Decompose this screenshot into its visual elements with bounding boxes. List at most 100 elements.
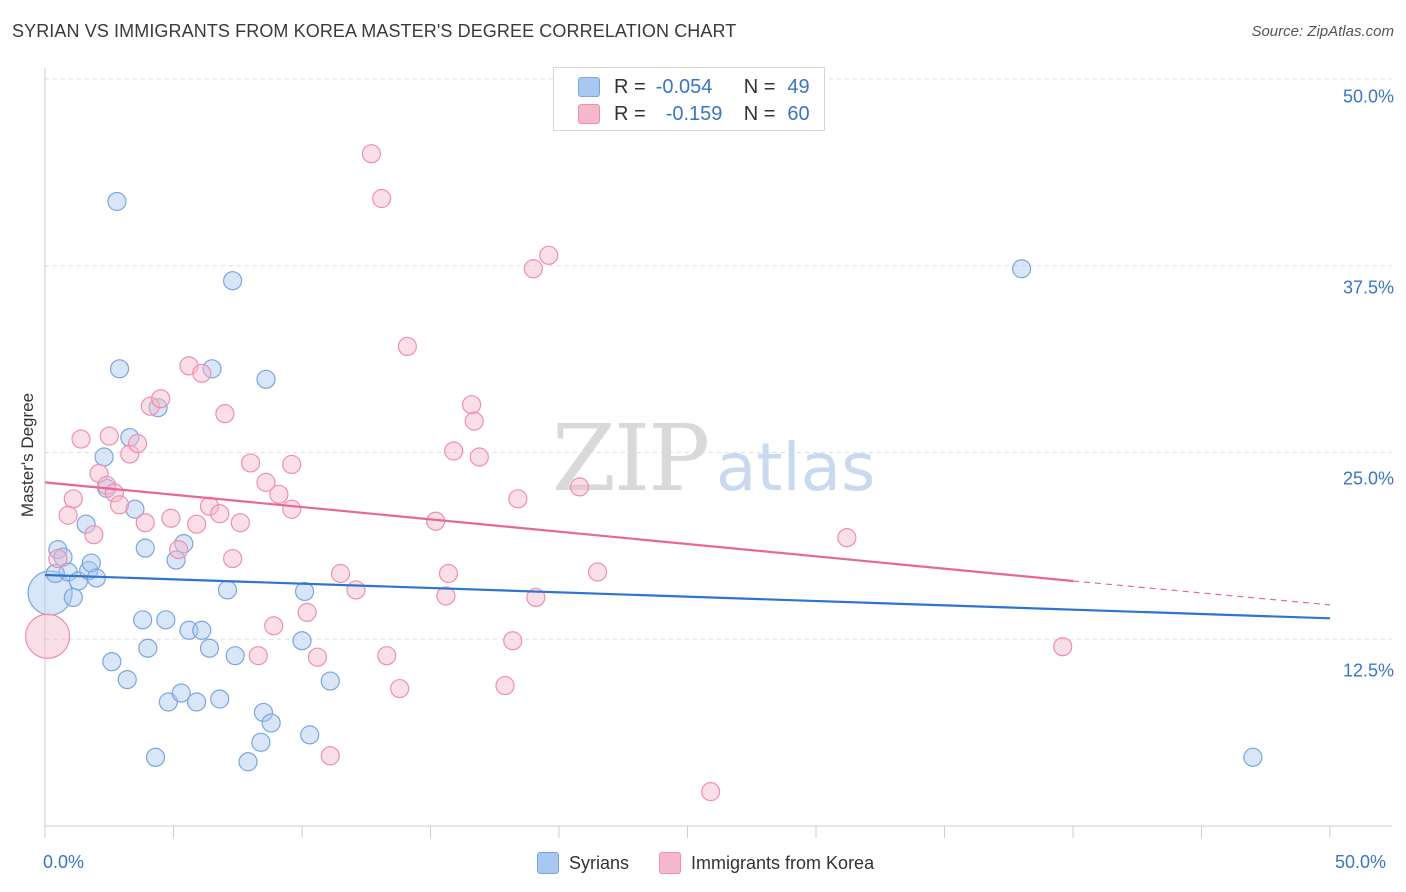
point-korea-1 [48,548,68,569]
point-syrians-47 [1243,747,1263,767]
point-syrians-42 [294,581,315,602]
point-korea-8 [99,426,119,446]
point-korea-30 [269,484,289,504]
point-korea-25 [230,513,250,533]
point-syrians-23 [156,610,176,630]
point-korea-32 [282,499,302,519]
trend-layer [44,481,1331,620]
legend-row-korea: R = -0.159 N = 60 [578,102,810,126]
point-syrians-16 [120,427,140,448]
point-korea-22 [210,504,230,524]
point-korea-24 [223,548,243,569]
point-korea-35 [320,746,340,766]
point-korea-36 [330,563,351,584]
point-korea-52 [508,489,528,509]
legend-r-value: -0.054 [655,75,713,98]
point-korea-50 [495,675,515,696]
point-syrians-27 [174,534,194,554]
legend-n-value: 49 [787,75,810,98]
watermark-atlas: atlas [716,429,876,506]
point-korea-34 [307,647,328,667]
legend-r-label: R = [614,75,646,98]
point-korea-19 [187,514,207,534]
point-syrians-32 [202,359,222,379]
point-korea-16 [161,508,181,528]
point-syrians-21 [145,747,166,767]
point-korea-56 [569,477,590,497]
point-syrians-15 [117,669,137,690]
series-legend: Syrians Immigrants from Korea [537,852,874,874]
point-syrians-33 [210,689,230,709]
point-syrians-6 [76,514,96,534]
point-syrians-39 [251,732,271,752]
point-syrians-12 [102,652,122,672]
legend-label-korea: Immigrants from Korea [691,852,875,873]
point-korea-57 [587,562,608,582]
y-tick-label-25: 25.0% [1342,468,1394,489]
point-syrians-44 [300,725,320,745]
point-korea-28 [256,472,276,492]
point-syrians-41 [261,713,281,733]
point-korea-3 [63,489,83,509]
point-syrians-13 [107,191,127,212]
point-korea-47 [462,395,482,415]
point-korea-39 [372,188,392,209]
point-korea-26 [241,453,261,473]
legend-r-label: R = [614,102,646,125]
point-korea-2 [58,505,78,525]
point-korea-4 [71,429,91,449]
point-korea-45 [438,563,459,584]
point-korea-27 [248,646,268,666]
point-korea-37 [346,580,366,600]
point-korea-44 [436,586,456,606]
point-syrians-35 [223,271,243,291]
point-syrians-14 [109,359,130,379]
point-syrians-11 [94,447,114,467]
point-korea-5 [84,525,104,545]
x-tick-label-min: 0.0% [43,852,85,872]
point-korea-20 [192,363,212,383]
point-korea-40 [377,646,397,666]
trend-line-syrians [44,573,1331,620]
y-tick-label-50: 50.0% [1342,86,1394,107]
y-tick-label-37-5: 37.5% [1342,277,1394,298]
point-syrians-43 [292,631,312,651]
point-korea-17 [169,540,189,560]
point-syrians-37 [238,752,258,772]
axes-layer [44,68,1392,838]
point-syrians-20 [138,638,158,658]
legend-swatch-syrians [537,852,559,874]
point-syrians-8 [81,553,101,573]
point-syrians-36 [225,646,245,666]
point-korea-29 [264,616,284,636]
x-tick-label-max: 50.0% [1335,852,1387,872]
point-syrians-7 [79,560,99,581]
point-korea-23 [215,404,235,424]
y-tick-label-12-5: 12.5% [1342,660,1394,681]
point-korea-41 [390,678,410,699]
legend-swatch-korea [659,852,682,874]
point-korea-53 [523,259,543,279]
point-korea-54 [526,587,546,608]
point-korea-42 [397,336,417,357]
point-syrians-48 [45,563,65,584]
point-korea-49 [469,447,489,467]
point-korea-58 [701,782,721,802]
legend-row-syrians: R = -0.054 N = 49 [578,75,810,99]
point-korea-59 [837,528,857,548]
chart-title: SYRIAN VS IMMIGRANTS FROM KOREA MASTER'S… [12,21,737,41]
legend-label-syrians: Syrians [569,852,630,873]
point-korea-13 [135,513,155,533]
point-korea-51 [503,631,523,651]
point-syrians-17 [125,499,145,519]
point-syrians-19 [135,538,155,558]
point-korea-11 [120,444,140,464]
legend-r-value: -0.159 [665,102,723,125]
legend-n-value: 60 [787,102,810,125]
trend-line-dashed-korea [1072,580,1331,606]
watermark-zip: ZIP [552,405,708,512]
point-syrians-40 [256,369,276,389]
point-korea-7 [97,475,117,495]
point-syrians-26 [171,683,191,703]
